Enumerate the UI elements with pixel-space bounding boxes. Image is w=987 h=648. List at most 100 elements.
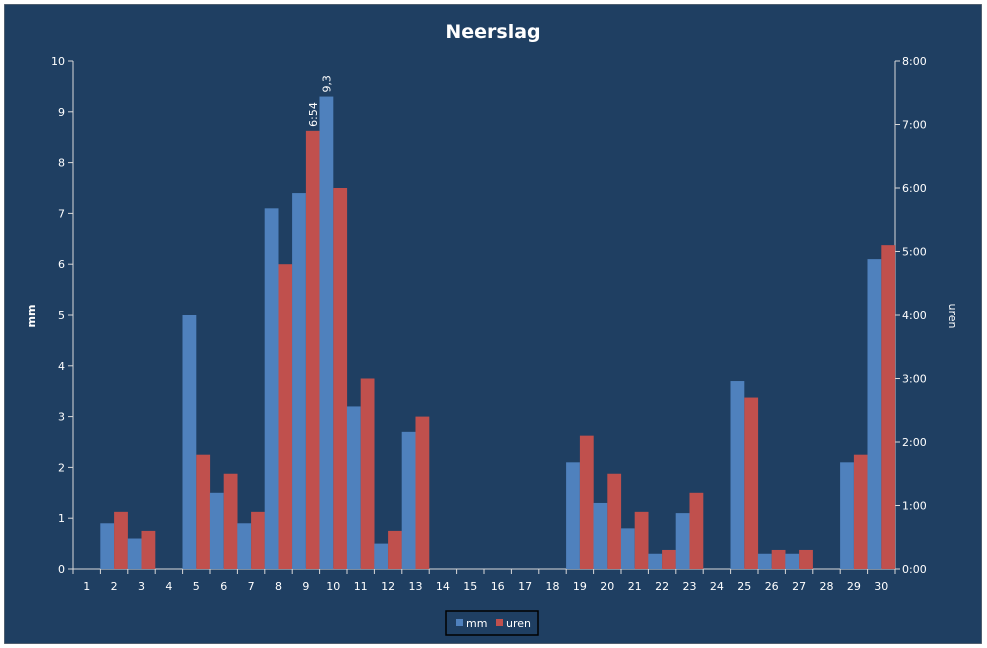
x-tick-label: 1 [83,580,90,593]
chart-background [3,3,983,645]
bar-mm [730,381,745,569]
bar-uren [415,416,430,569]
bar-uren [278,264,293,569]
legend-swatch-uren [496,619,503,626]
bar-uren [771,549,786,569]
bar-mm [346,406,361,569]
y-axis-left-label: mm [25,305,38,328]
bar-uren [305,130,320,569]
x-tick-label: 19 [573,580,587,593]
bar-mm [757,553,772,569]
bar-mm [100,523,115,569]
bar-mm [237,523,252,569]
x-tick-label: 30 [874,580,888,593]
y-tick-label-left: 2 [58,461,65,474]
data-label: 9,3 [320,75,333,93]
y-tick-label-left: 6 [58,258,65,271]
chart-title: Neerslag [445,21,540,43]
y-tick-label-left: 7 [58,207,65,220]
x-tick-label: 4 [165,580,172,593]
x-tick-label: 2 [111,580,118,593]
y-tick-label-left: 8 [58,157,65,170]
bar-mm [620,528,635,569]
y-tick-label-right: 2:00 [902,436,927,449]
x-tick-label: 20 [600,580,614,593]
bar-uren [662,549,676,569]
y-tick-label-left: 1 [58,512,65,525]
bar-mm [648,553,663,569]
x-tick-label: 9 [302,580,309,593]
y-tick-label-right: 4:00 [902,309,927,322]
bar-mm [593,502,608,569]
y-tick-label-right: 1:00 [902,500,927,513]
bar-uren [881,245,896,569]
x-tick-label: 18 [546,580,560,593]
chart-frame: Neerslag mm uren 0 1 2 3 4 5 6 7 8 9 10 0:00 1:00 2:0… [3,3,983,645]
bar-uren [799,549,813,569]
chart-svg: Neerslag mm uren 0123456789100:001:002:0… [3,3,983,645]
y-tick-label-right: 5:00 [902,246,927,259]
x-tick-label: 11 [354,580,368,593]
bar-mm [867,259,882,569]
bar-uren [388,530,402,569]
bar-uren [689,492,704,569]
bar-mm [785,553,800,569]
plot-area: 0123456789100:001:002:003:004:005:006:00… [51,55,927,593]
data-label: 6:54 [307,102,320,127]
x-tick-label: 27 [792,580,806,593]
y-tick-label-left: 3 [58,411,65,424]
y-tick-label-left: 9 [58,106,65,119]
bar-mm [840,462,854,569]
bar-mm [319,96,334,569]
y-tick-label-right: 7:00 [902,119,927,132]
x-tick-label: 12 [381,580,395,593]
x-tick-label: 22 [655,580,669,593]
x-tick-label: 5 [193,580,200,593]
x-tick-label: 15 [463,580,477,593]
x-tick-label: 8 [275,580,282,593]
x-tick-label: 6 [220,580,227,593]
bar-mm [566,462,580,569]
legend-label-mm: mm [466,617,487,630]
bar-uren [196,454,211,569]
x-tick-label: 13 [409,580,423,593]
y-tick-label-left: 10 [51,55,65,68]
bar-mm [374,543,389,569]
bar-uren [114,511,128,569]
bar-mm [401,431,416,569]
y-tick-label-left: 4 [58,360,65,373]
bar-uren [251,511,265,569]
x-tick-label: 14 [436,580,450,593]
x-tick-label: 29 [847,580,861,593]
x-tick-label: 16 [491,580,505,593]
x-tick-label: 25 [737,580,751,593]
x-tick-label: 3 [138,580,145,593]
y-tick-label-left: 0 [58,563,65,576]
x-tick-label: 17 [518,580,532,593]
x-tick-label: 7 [248,580,255,593]
bar-mm [209,492,224,569]
bar-mm [182,315,197,569]
legend: mm uren [445,610,539,636]
y-tick-label-right: 0:00 [902,563,927,576]
bar-uren [634,511,649,569]
x-tick-label: 10 [326,580,340,593]
x-tick-label: 23 [683,580,697,593]
bar-mm [264,208,279,569]
bar-uren [607,473,622,569]
bar-uren [579,435,594,569]
bar-mm [675,513,690,569]
legend-swatch-mm [456,619,463,626]
bar-uren [333,188,348,569]
bar-uren [223,473,238,569]
x-tick-label: 28 [820,580,834,593]
bar-uren [744,397,759,569]
y-tick-label-left: 5 [58,309,65,322]
y-axis-right-label: uren [946,304,959,329]
bar-mm [292,193,306,569]
y-tick-label-right: 6:00 [902,182,927,195]
bar-mm [127,538,142,569]
x-tick-label: 26 [765,580,779,593]
bar-uren [141,530,156,569]
legend-label-uren: uren [506,617,531,630]
